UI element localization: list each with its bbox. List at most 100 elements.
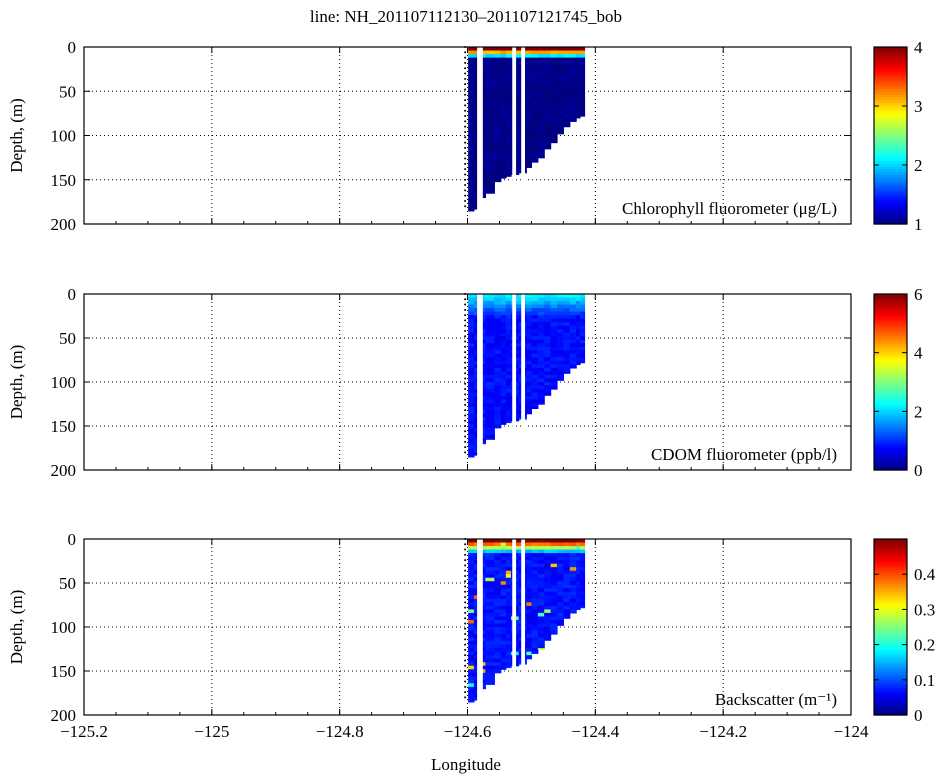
- data-cell: [526, 410, 533, 415]
- figure-title: line: NH_201107112130–201107121745_bob: [310, 7, 622, 26]
- data-cell: [500, 174, 507, 179]
- data-cell: [468, 199, 475, 204]
- data-cell: [556, 612, 564, 618]
- data-cell: [485, 311, 495, 316]
- data-cell: [468, 417, 475, 422]
- data-cell: [500, 658, 507, 663]
- data-cell: [505, 417, 512, 422]
- data-cell: [569, 332, 577, 337]
- data-dot: [464, 184, 467, 187]
- data-cell: [468, 445, 475, 450]
- data-dot: [464, 580, 467, 583]
- data-cell: [485, 343, 495, 348]
- data-cell: [579, 567, 586, 572]
- colorbar-swatch: [874, 82, 907, 87]
- data-dot: [464, 564, 467, 567]
- colorbar-swatch: [874, 152, 907, 156]
- data-dot: [464, 398, 467, 401]
- data-cell: [531, 100, 539, 105]
- data-cell: [576, 584, 581, 589]
- data-cell: [505, 392, 512, 397]
- colorbar-swatch: [874, 132, 907, 137]
- data-cell: [531, 82, 539, 87]
- data-cell: [563, 539, 571, 544]
- data-cell: [569, 96, 577, 101]
- data-cell: [505, 346, 512, 351]
- data-cell: [569, 584, 577, 589]
- colorbar-swatch: [874, 127, 907, 131]
- data-cell: [563, 353, 571, 358]
- data-cell: [480, 623, 486, 628]
- data-cell: [505, 644, 512, 649]
- data-cell: [544, 322, 552, 327]
- data-cell: [485, 542, 495, 547]
- colorbar-swatch: [874, 701, 907, 705]
- data-cell: [494, 142, 502, 147]
- data-cell: [531, 651, 539, 654]
- x-axis-label: Longitude: [431, 755, 501, 774]
- colorbar-swatch: [874, 420, 907, 424]
- data-cell: [531, 392, 539, 397]
- data-cell: [550, 378, 558, 383]
- data-dot: [464, 141, 467, 144]
- data-gap: [512, 47, 517, 224]
- data-cell: [480, 100, 486, 105]
- data-cell: [576, 598, 581, 603]
- data-cell: [500, 156, 507, 161]
- data-cell: [563, 308, 571, 313]
- data-cell: [500, 71, 507, 76]
- colorbar-swatch: [874, 552, 907, 557]
- data-cell: [500, 651, 507, 656]
- colorbar-swatch: [874, 58, 907, 62]
- panel-backscatter: −125.2 −125 −124.8 −124.6 −124.4 −124.2 −12405…: [7, 530, 936, 741]
- colorbar-swatch: [874, 346, 907, 350]
- data-cell: [485, 651, 495, 656]
- data-cell: [494, 574, 502, 579]
- colorbar-swatch: [874, 442, 907, 446]
- data-cell: [569, 100, 577, 105]
- data-cell: [526, 619, 533, 625]
- data-cell: [550, 616, 558, 621]
- data-cell: [485, 605, 495, 610]
- data-cell: [485, 563, 495, 568]
- data-cell: [569, 563, 577, 568]
- data-cell: [468, 424, 475, 429]
- data-cell: [500, 170, 507, 176]
- data-cell: [494, 107, 502, 112]
- data-dot: [464, 393, 467, 396]
- data-cell: [485, 308, 495, 313]
- data-cell: [544, 553, 552, 558]
- colorbar-swatch: [874, 682, 907, 686]
- colorbar-tick-label: 0.1: [914, 671, 935, 690]
- y-tick-label: 50: [59, 82, 76, 101]
- data-cell: [544, 556, 552, 561]
- data-cell: [526, 605, 533, 610]
- data-cell: [537, 110, 545, 115]
- data-cell: [505, 174, 512, 177]
- data-cell: [494, 588, 502, 593]
- data-cell: [556, 96, 564, 101]
- colorbar-swatch: [874, 618, 907, 623]
- data-cell: [480, 174, 486, 179]
- data-cell: [537, 385, 545, 390]
- data-dot: [464, 414, 467, 417]
- data-dot: [464, 324, 467, 327]
- data-cell: [544, 315, 552, 320]
- data-cell: [531, 616, 539, 621]
- data-cell: [494, 591, 502, 596]
- data-cell: [505, 96, 512, 101]
- data-cell: [563, 61, 571, 66]
- data-cell: [468, 570, 475, 575]
- data-cell: [579, 549, 586, 554]
- data-cell: [468, 693, 475, 698]
- data-cell: [556, 542, 564, 547]
- colorbar-swatch: [874, 302, 907, 306]
- data-cell: [556, 360, 564, 365]
- data-cell: [550, 103, 558, 108]
- data-cell: [537, 47, 545, 52]
- data-cell: [500, 417, 507, 422]
- data-cell: [505, 591, 512, 596]
- colorbar-swatch: [874, 376, 907, 380]
- data-cell: [468, 609, 475, 614]
- data-cell: [544, 637, 552, 641]
